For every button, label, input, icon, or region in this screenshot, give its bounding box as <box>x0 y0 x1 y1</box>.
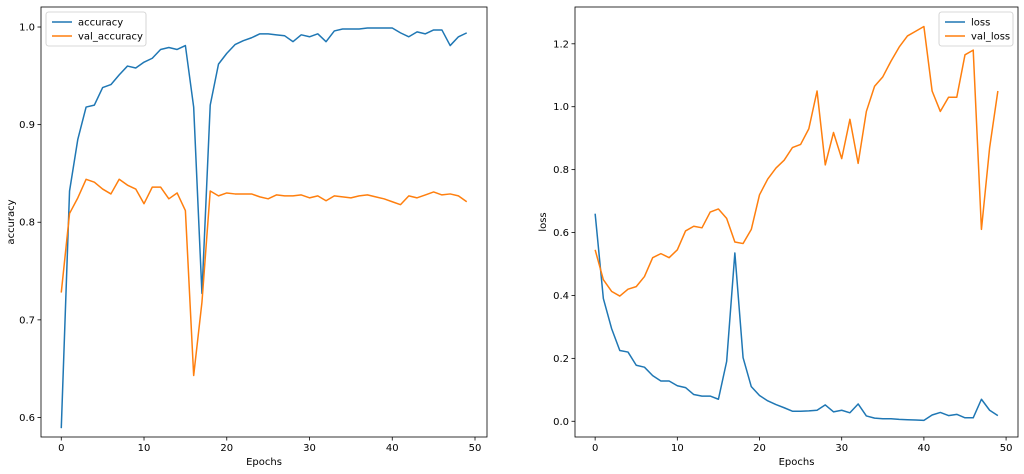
series-line-val_accuracy <box>60 178 468 377</box>
y-tick-label: 0.8 <box>19 218 35 229</box>
legend-label-accuracy: accuracy <box>78 18 123 29</box>
plot-frame <box>574 6 1019 438</box>
x-tick-label: 0 <box>592 443 598 454</box>
y-tick-label: 1.0 <box>553 102 569 113</box>
legend-label-val_accuracy: val_accuracy <box>78 32 143 43</box>
legend-box <box>45 11 147 47</box>
accuracy-chart: 0 10 20 30 40 50 0.6 0.7 0.8 0.9 1.0 Epochs accuracy… <box>6 6 488 468</box>
x-tick-label: 10 <box>671 443 684 454</box>
x-tick-label: 0 <box>58 443 64 454</box>
series-line-loss <box>594 213 999 422</box>
legend-label-loss: loss <box>971 18 990 29</box>
y-tick-label: 0.0 <box>553 417 569 428</box>
series-line-accuracy <box>60 27 468 429</box>
y-tick-label: 0.4 <box>553 291 569 302</box>
x-axis-label: Epochs <box>779 457 815 468</box>
y-tick-label: 1.2 <box>553 39 569 50</box>
x-tick-label: 10 <box>138 443 151 454</box>
y-tick-label: 0.6 <box>553 228 569 239</box>
x-tick-label: 50 <box>469 443 482 454</box>
legend-label-val_loss: val_loss <box>971 32 1010 43</box>
loss-chart: 0 10 20 30 40 50 0.0 0.2 0.4 0.6 0.8 1.0 1.2 Epochs lo… <box>538 6 1019 468</box>
x-tick-label: 20 <box>753 443 766 454</box>
y-tick-label: 0.2 <box>553 354 569 365</box>
y-axis-label: loss <box>538 212 549 231</box>
plot-frame <box>40 6 488 438</box>
series-line-val_loss <box>594 25 999 297</box>
y-axis-label: accuracy <box>6 199 17 244</box>
legend: loss val_loss <box>938 11 1014 47</box>
legend: accuracy val_accuracy <box>45 11 147 47</box>
y-tick-label: 0.9 <box>19 120 35 131</box>
y-tick-label: 1.0 <box>19 23 35 34</box>
x-axis-label: Epochs <box>246 457 282 468</box>
x-tick-label: 40 <box>918 443 931 454</box>
x-tick-label: 40 <box>386 443 399 454</box>
y-tick-label: 0.7 <box>19 315 35 326</box>
y-tick-label: 0.8 <box>553 165 569 176</box>
x-tick-label: 20 <box>220 443 233 454</box>
x-tick-label: 30 <box>303 443 316 454</box>
x-tick-label: 50 <box>1000 443 1013 454</box>
x-tick-label: 30 <box>835 443 848 454</box>
y-tick-label: 0.6 <box>19 413 35 424</box>
legend-box <box>938 11 1014 47</box>
